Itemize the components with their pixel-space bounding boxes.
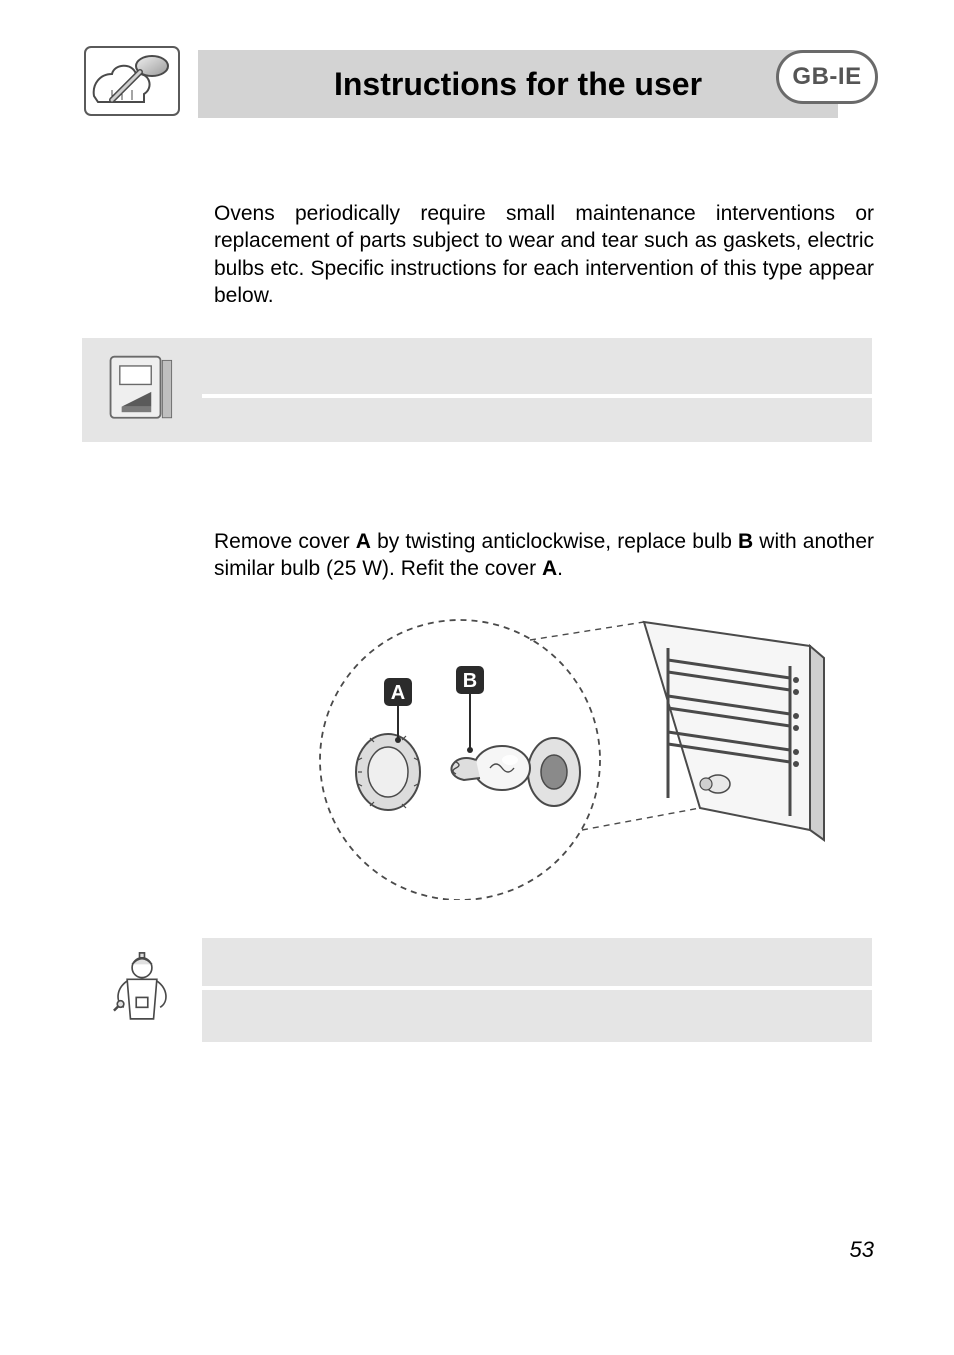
notice-stripe-power xyxy=(82,338,872,442)
locale-badge-text: GB-IE xyxy=(792,63,861,91)
intro-paragraph: Ovens periodically require small mainten… xyxy=(214,200,874,309)
title-bar: Instructions for the user xyxy=(198,50,838,118)
fuse-switch-icon xyxy=(82,338,202,442)
bulb-label-A2: A xyxy=(542,557,557,580)
bulb-text-4: . xyxy=(557,557,563,580)
header-row: Instructions for the user GB-IE xyxy=(82,44,872,124)
bulb-instructions: Remove cover A by twisting anticlockwise… xyxy=(214,528,874,583)
notice-bar-top xyxy=(202,338,872,394)
notice-bar-bottom xyxy=(202,398,872,442)
chef-spoon-icon xyxy=(82,44,182,118)
bulb-diagram: A B xyxy=(270,600,830,900)
page: Instructions for the user GB-IE Ovens pe… xyxy=(0,0,954,1355)
diagram-marker-B: B xyxy=(463,670,477,692)
bulb-label-B: B xyxy=(738,530,753,553)
notice2-bar-bottom xyxy=(202,990,872,1042)
notice2-bar-top xyxy=(202,938,872,986)
notice-stripe-technician xyxy=(82,938,872,1042)
page-title: Instructions for the user xyxy=(334,66,702,103)
bulb-text-1: Remove cover xyxy=(214,530,356,553)
page-number: 53 xyxy=(850,1237,874,1263)
diagram-marker-A: A xyxy=(391,682,405,704)
technician-icon xyxy=(82,938,202,1042)
bulb-text-2: by twisting anticlockwise, replace bulb xyxy=(371,530,738,553)
bulb-label-A: A xyxy=(356,530,371,553)
locale-badge: GB-IE xyxy=(776,50,878,104)
